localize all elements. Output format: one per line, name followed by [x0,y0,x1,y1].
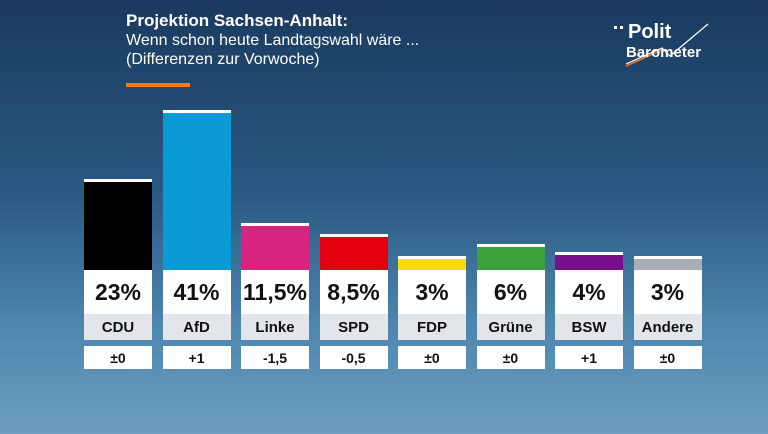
category-label-grüne: Grüne [476,314,545,340]
diff-label-afd: +1 [162,346,231,369]
diff-label-cdu: ±0 [84,346,152,369]
bar-cap-fdp [398,256,466,259]
title-accent-line [126,83,190,87]
bar-cdu [84,182,152,270]
bar-fdp [398,259,466,270]
category-label-afd: AfD [162,314,231,340]
diff-label-andere: ±0 [633,346,702,369]
diff-label-grüne: ±0 [476,346,545,369]
category-label-linke: Linke [241,314,309,340]
bar-linke [241,226,309,270]
diff-label-bsw: +1 [555,346,623,369]
chart-subtitle-line2: (Differenzen zur Vorwoche) [126,51,320,68]
value-label-bsw: 4% [555,270,623,314]
logo-line2: Barometer [626,44,702,61]
diff-label-linke: -1,5 [241,346,309,369]
value-label-andere: 3% [633,270,702,314]
header: Projektion Sachsen-Anhalt: Wenn schon he… [126,11,419,69]
bar-cap-andere [633,256,702,259]
value-label-cdu: 23% [84,270,152,314]
bar-afd [162,113,231,270]
category-label-fdp: FDP [398,314,466,340]
bar-cap-cdu [84,179,152,182]
diff-label-fdp: ±0 [398,346,466,369]
value-label-linke: 11,5% [241,270,309,314]
diff-label-spd: -0,5 [319,346,388,369]
chart-subtitle-line1: Wenn schon heute Landtagswahl wäre ... [126,32,420,49]
logo-graphic [614,23,709,67]
category-label-spd: SPD [319,314,388,340]
logo-line1: Polit [628,21,672,43]
bar-cap-linke [241,223,309,226]
category-label-andere: Andere [633,314,702,340]
bar-grüne [476,247,545,270]
bar-cap-bsw [555,252,623,255]
bar-cap-spd [319,234,388,237]
bar-cap-grüne [476,244,545,247]
category-label-cdu: CDU [84,314,152,340]
value-label-fdp: 3% [398,270,466,314]
value-label-afd: 41% [162,270,231,314]
value-label-spd: 8,5% [319,270,388,314]
value-label-grüne: 6% [476,270,545,314]
politbarometer-logo: Polit Barometer [612,20,722,76]
bar-andere [633,259,702,270]
chart-title: Projektion Sachsen-Anhalt: [126,11,348,30]
bar-spd [319,237,388,270]
bar-cap-afd [162,110,231,113]
bar-bsw [555,255,623,270]
category-label-bsw: BSW [555,314,623,340]
